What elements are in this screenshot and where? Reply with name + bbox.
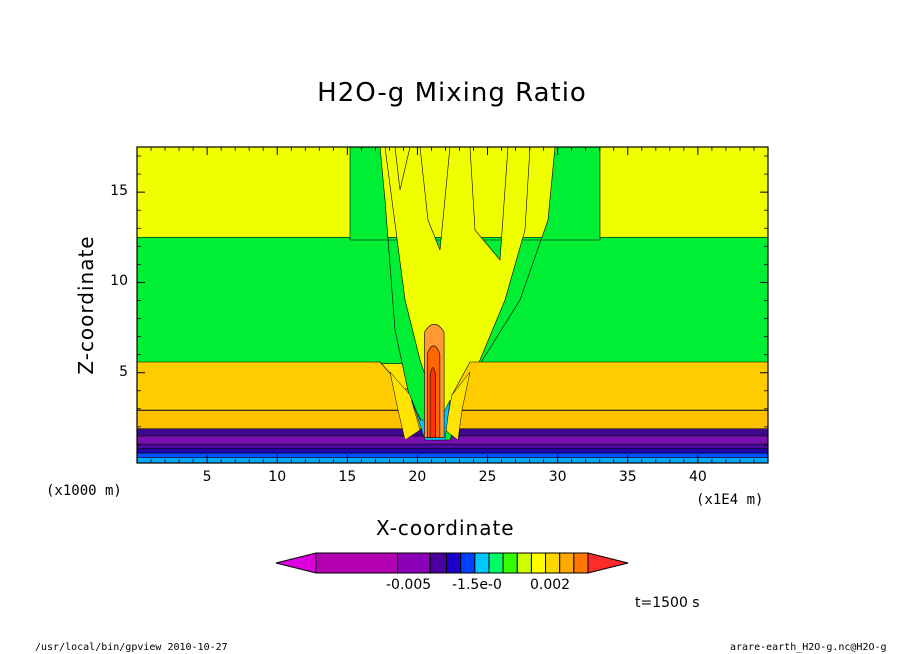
colorbar-swatch xyxy=(502,552,518,574)
colorbar-swatch xyxy=(474,552,490,574)
left-wedge xyxy=(389,371,421,441)
colorbar-swatch xyxy=(545,552,561,574)
x-tick-label: 15 xyxy=(338,469,357,485)
y-tick-label: 5 xyxy=(119,363,128,380)
x-tick-label: 10 xyxy=(268,469,287,485)
plume-core-2 xyxy=(429,367,436,439)
y-tick-label: 15 xyxy=(110,183,128,200)
y-unit-label: (x1000 m) xyxy=(46,483,122,499)
plume-group xyxy=(424,323,445,439)
colorbar xyxy=(275,552,629,574)
tick-group xyxy=(137,147,768,463)
colorbar-max-arrow xyxy=(587,552,629,574)
colorbar-tick-label: -0.005 xyxy=(386,577,432,593)
contour-layer-0 xyxy=(137,457,768,463)
colorbar-swatch xyxy=(446,552,462,574)
x-unit-label: (x1E4 m) xyxy=(696,492,764,508)
x-tick-label: 40 xyxy=(688,469,707,485)
plot-frame xyxy=(136,146,769,464)
colorbar-min-arrow xyxy=(275,552,317,574)
colorbar-swatch xyxy=(488,552,504,574)
colorbar-swatch xyxy=(516,552,532,574)
x-tick-label: 5 xyxy=(202,469,212,485)
contour-layer-1 xyxy=(137,452,768,458)
colorbar-swatch xyxy=(460,552,476,574)
x-tick-label: 35 xyxy=(618,469,637,485)
feature-group xyxy=(137,147,768,441)
colorbar-swatch xyxy=(573,552,589,574)
x-tick-label: 20 xyxy=(408,469,427,485)
x-axis-label: X-coordinate xyxy=(376,516,515,540)
x-tick-label: 30 xyxy=(548,469,567,485)
colorbar-swatch xyxy=(315,552,399,574)
contour-layer-4 xyxy=(137,435,768,445)
contour-layer-2 xyxy=(137,448,768,454)
colorbar-tick-label: -1.5e-0 xyxy=(452,577,502,593)
x-tick-label: 25 xyxy=(478,469,497,485)
chart-title: H2O-g Mixing Ratio xyxy=(317,78,587,108)
colorbar-swatch xyxy=(429,552,448,574)
colorbar-tick-label: 0.002 xyxy=(530,577,571,593)
colorbar-swatch xyxy=(559,552,575,574)
footer-left: /usr/local/bin/gpview 2010-10-27 xyxy=(35,642,228,653)
colorbar-swatch xyxy=(397,552,431,574)
left-bulge xyxy=(137,361,411,411)
time-label: t=1500 s xyxy=(635,595,700,611)
right-bulge xyxy=(451,361,768,411)
right-wedge xyxy=(444,371,471,441)
contour-layer-3 xyxy=(137,443,768,449)
colorbar-swatch xyxy=(530,552,547,574)
footer-right: arare-earth_H2O-g.nc@H2O-g xyxy=(730,642,887,653)
y-axis-label: Z-coordinate xyxy=(74,235,98,375)
y-tick-label: 10 xyxy=(110,273,128,290)
